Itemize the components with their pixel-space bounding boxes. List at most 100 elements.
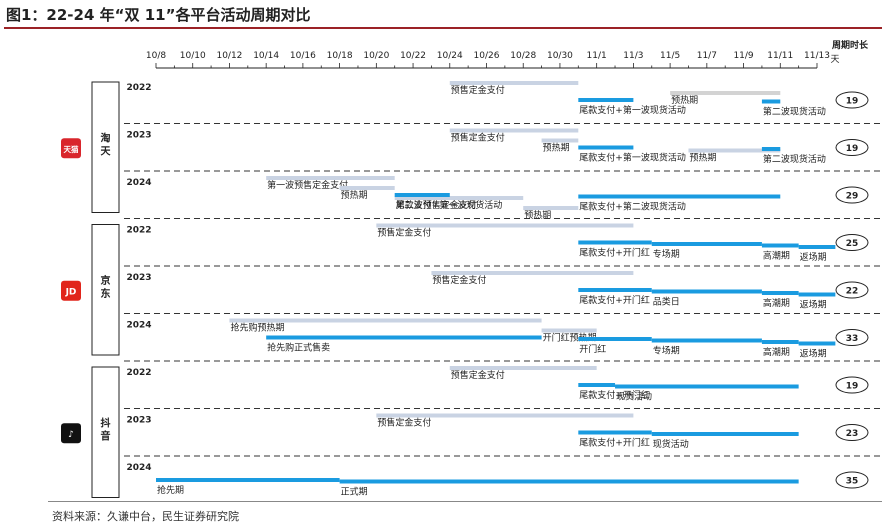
duration-value: 25 — [846, 239, 859, 249]
platform-box — [91, 366, 120, 498]
bar-spot — [578, 145, 634, 150]
bar-label: 预热期 — [524, 209, 551, 221]
bar-spot — [761, 99, 781, 104]
bar-spot — [266, 335, 542, 340]
duration-oval — [835, 186, 869, 204]
platform-name: 天 — [101, 145, 112, 157]
bar-spot — [761, 340, 799, 344]
bar-label: 正式期 — [341, 486, 368, 498]
bar-presale — [541, 328, 597, 333]
bar-label: 预售定金支付 — [377, 227, 431, 239]
bar-spot — [651, 432, 799, 436]
bar-label: 返场期 — [800, 251, 827, 263]
bar-presale — [449, 81, 579, 85]
bar-label: 预售定金支付 — [451, 369, 505, 381]
bar-spot — [651, 289, 762, 294]
bar-presale — [449, 366, 597, 370]
x-tick-label: 10/22 — [400, 51, 426, 61]
bar-label: 尾款支付+开门红 — [579, 247, 650, 259]
bar-spot — [578, 430, 652, 435]
duration-oval — [835, 471, 869, 489]
bar-label: 预售定金支付 — [451, 132, 505, 144]
bar-presale — [339, 186, 395, 190]
bar-spot — [761, 243, 799, 248]
year-label: 2022 — [126, 226, 151, 236]
bar-label: 专场期 — [653, 345, 680, 357]
bottom-rule — [48, 501, 882, 502]
bar-label: 预售定金支付 — [451, 84, 505, 96]
bar-spot — [761, 147, 781, 151]
bar-label: 抢先购正式售卖 — [267, 342, 330, 354]
year-label: 2022 — [126, 83, 151, 93]
bar-label: 专场期 — [653, 248, 680, 260]
platform-box — [91, 224, 120, 356]
x-tick-label: 11/13 — [804, 51, 830, 61]
x-tick-label: 11/9 — [733, 51, 753, 61]
platform-name: 淘 — [101, 131, 111, 144]
bar-label: 高潮期 — [763, 346, 790, 358]
bar-presale — [376, 223, 634, 228]
bar-label: 高潮期 — [763, 250, 790, 262]
x-tick-label: 11/1 — [587, 51, 607, 61]
bar-label: 现货活动 — [616, 391, 652, 403]
x-tick-label: 10/8 — [146, 51, 166, 61]
bar-label: 品类日 — [653, 296, 680, 308]
bar-presale — [523, 206, 579, 210]
duration-value: 22 — [846, 287, 859, 297]
duration-value: 23 — [846, 429, 859, 439]
bar-presale — [670, 91, 781, 95]
duration-value: 35 — [846, 477, 859, 487]
x-tick-label: 11/11 — [767, 51, 793, 61]
bar-label: 预热期 — [543, 142, 570, 154]
bar-presale — [229, 318, 542, 323]
duration-oval — [835, 281, 869, 299]
bar-label: 返场期 — [800, 299, 827, 311]
x-tick-label: 10/20 — [363, 51, 389, 61]
bar-spot — [798, 245, 836, 249]
platform-name: 音 — [101, 429, 111, 442]
bar-presale — [394, 196, 524, 200]
duration-oval — [835, 376, 869, 394]
platform-logo-icon — [61, 280, 81, 301]
bar-spot — [615, 384, 799, 389]
bar-label: 第二波现货活动 — [763, 106, 826, 118]
duration-value: 33 — [846, 334, 859, 344]
bar-spot — [394, 193, 450, 197]
bar-label: 预售定金支付 — [377, 417, 431, 429]
platform-box — [91, 81, 120, 213]
x-tick-label: 10/10 — [180, 51, 206, 61]
bar-spot — [339, 479, 799, 484]
chart-title: 图1：22-24 年“双 11”各平台活动周期对比 — [6, 6, 311, 24]
duration-value: 29 — [846, 192, 859, 202]
platform-logo-text: 天猫 — [64, 144, 79, 154]
bar-label: 第二波预售定金支付 — [396, 199, 477, 211]
bar-spot — [578, 240, 652, 245]
bar-label: 返场期 — [800, 348, 827, 360]
year-label: 2023 — [126, 273, 151, 283]
platform-logo-icon — [61, 423, 81, 444]
bar-spot — [578, 288, 652, 292]
x-tick-label: 11/3 — [623, 51, 643, 61]
x-tick-label: 10/24 — [437, 51, 463, 61]
bar-label: 第二波现货活动 — [763, 153, 826, 165]
duration-oval — [835, 424, 869, 441]
duration-oval — [835, 234, 869, 251]
bar-label: 尾款支付+第二波现货活动 — [579, 201, 686, 213]
bar-label: 预热期 — [689, 152, 716, 164]
duration-header: 周期时长 — [832, 39, 869, 51]
bar-spot — [761, 291, 799, 295]
bar-label: 现货活动 — [653, 438, 689, 450]
bar-spot — [651, 242, 762, 246]
bar-label: 开门红 — [579, 343, 606, 355]
duration-unit: 天 — [830, 55, 839, 65]
year-label: 2023 — [126, 416, 151, 426]
x-tick-label: 10/16 — [290, 51, 316, 61]
x-tick-label: 10/26 — [474, 51, 500, 61]
duration-value: 19 — [846, 382, 859, 392]
bar-label: 第一波预售定金支付 — [267, 179, 348, 191]
bar-spot — [798, 341, 836, 346]
year-label: 2024 — [126, 321, 151, 331]
x-tick-label: 11/7 — [697, 51, 717, 61]
bar-label: 抢先期 — [157, 484, 184, 496]
